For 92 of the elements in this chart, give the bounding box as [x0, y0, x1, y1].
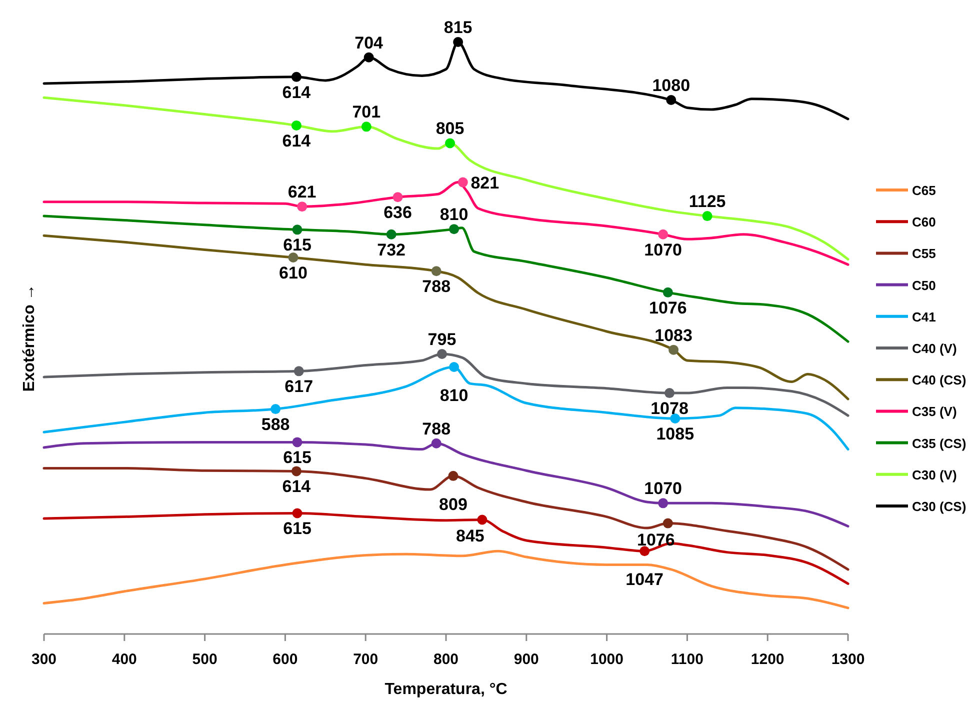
legend-label: C65 — [912, 183, 936, 198]
annotation: 615 — [283, 448, 312, 468]
annotation: 810 — [440, 386, 468, 406]
annotation: 805 — [436, 119, 464, 138]
point — [361, 122, 372, 132]
x-tick-label: 1300 — [831, 651, 865, 668]
point — [658, 229, 668, 240]
annotation: 1083 — [654, 326, 692, 345]
point — [294, 366, 304, 376]
point — [436, 348, 447, 359]
annotation: 1070 — [644, 479, 682, 498]
point — [458, 177, 468, 188]
annotation: 1070 — [644, 240, 682, 260]
annotation: 788 — [422, 277, 451, 296]
legend-label: C30 (CS) — [912, 499, 966, 514]
annotation: 1125 — [688, 192, 726, 212]
annotation: 821 — [470, 173, 500, 192]
point — [392, 192, 403, 202]
point — [364, 52, 374, 62]
annotation: 621 — [288, 182, 316, 202]
x-tick-label: 500 — [192, 651, 218, 668]
annotation: 615 — [283, 519, 312, 538]
annotation: 614 — [282, 131, 312, 150]
point — [297, 202, 308, 212]
point — [702, 211, 712, 222]
point — [386, 229, 396, 240]
legend-label: C60 — [912, 214, 936, 230]
annotation: 732 — [377, 240, 406, 260]
annotation: 1078 — [650, 399, 688, 418]
legend-label: C40 (CS) — [912, 372, 966, 388]
x-tick-label: 1000 — [590, 651, 624, 668]
point — [449, 362, 460, 372]
annotation: 845 — [456, 526, 484, 546]
legend-label: C55 — [912, 246, 936, 262]
annotation: 610 — [279, 263, 308, 282]
annotation: 795 — [428, 330, 456, 349]
x-tick-label: 900 — [514, 651, 539, 668]
x-tick-label: 700 — [353, 651, 378, 668]
point — [291, 466, 302, 476]
x-axis-title: Temperatura, °C — [384, 681, 508, 698]
legend-label: C41 — [912, 309, 936, 324]
point — [292, 508, 302, 518]
annotation: 1076 — [648, 298, 687, 318]
point — [448, 470, 458, 481]
annotation: 809 — [439, 494, 468, 514]
legend-label: C40 (V) — [912, 341, 957, 356]
point — [670, 414, 680, 424]
annotation: 614 — [282, 82, 312, 102]
annotation: 1085 — [656, 424, 694, 444]
annotation: 617 — [284, 377, 314, 396]
x-tick-label: 300 — [31, 651, 57, 668]
x-tick-label: 800 — [433, 651, 459, 668]
point — [292, 437, 302, 448]
point — [449, 224, 460, 234]
point — [431, 438, 442, 448]
point — [664, 388, 675, 398]
x-tick-label: 1200 — [750, 651, 784, 668]
point — [431, 266, 442, 276]
point — [270, 404, 281, 414]
point — [453, 37, 464, 47]
legend-label: C50 — [912, 278, 936, 293]
point — [640, 546, 650, 556]
x-tick-label: 400 — [112, 651, 137, 668]
annotation: 636 — [384, 203, 412, 222]
legend-label: C35 (V) — [912, 404, 957, 420]
annotation: 788 — [422, 419, 451, 438]
annotation: 614 — [282, 477, 312, 496]
annotation: 615 — [283, 236, 312, 255]
point — [292, 224, 302, 235]
annotation: 588 — [261, 415, 290, 434]
point — [291, 72, 302, 82]
y-axis-title: Exotérmico → — [21, 284, 38, 392]
annotation: 815 — [444, 18, 472, 37]
annotation: 810 — [440, 205, 468, 224]
annotation: 1047 — [626, 570, 664, 590]
x-tick-label: 600 — [272, 651, 298, 668]
annotation: 1076 — [636, 530, 675, 550]
legend-label: C35 (CS) — [912, 436, 966, 451]
point — [658, 498, 668, 508]
annotation: 704 — [354, 33, 384, 52]
annotation: 1080 — [652, 76, 690, 96]
annotation: 701 — [352, 102, 381, 122]
point — [668, 344, 679, 355]
legend-label: C30 (V) — [912, 467, 957, 482]
point — [666, 95, 676, 106]
point — [662, 518, 673, 528]
point — [445, 138, 456, 148]
point — [662, 287, 673, 298]
point — [288, 252, 298, 262]
x-tick-label: 1100 — [670, 651, 704, 668]
point — [291, 120, 302, 130]
point — [477, 514, 488, 525]
